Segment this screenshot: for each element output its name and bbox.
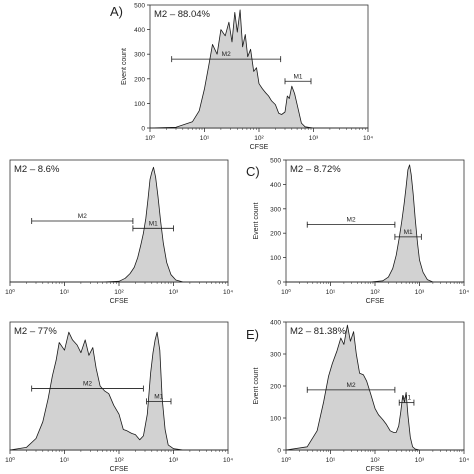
x-axis-label: CFSE bbox=[366, 466, 385, 473]
histogram-area bbox=[285, 164, 465, 283]
gate-label: M2 bbox=[78, 213, 87, 220]
histogram-area bbox=[285, 324, 465, 451]
y-tick-label: 0 bbox=[141, 126, 145, 133]
x-tick-label: 10¹ bbox=[60, 457, 70, 464]
histogram-panel-3: 10⁰ 10¹ 10² 10³ 10⁴ 0 100 200 300 400 500 CFSE Event… bbox=[246, 158, 469, 306]
gate-m2: M2 bbox=[31, 213, 134, 224]
x-tick-label: 10⁰ bbox=[281, 456, 291, 464]
panel-label: A) bbox=[110, 4, 123, 19]
y-tick-label: 400 bbox=[270, 320, 281, 327]
gate-label: M2 bbox=[347, 382, 356, 389]
plot-frame bbox=[285, 159, 465, 283]
gate-label: M2 bbox=[83, 381, 92, 388]
gate-m1: M1 bbox=[284, 73, 312, 85]
x-axis-label: CFSE bbox=[366, 298, 385, 305]
x-axis-label: CFSE bbox=[250, 144, 269, 151]
y-tick-label: 300 bbox=[270, 206, 281, 213]
x-tick-label: 10⁴ bbox=[459, 289, 469, 296]
gate-label: M1 bbox=[154, 393, 163, 400]
x-tick-label: 10¹ bbox=[326, 289, 336, 296]
y-tick-label: 500 bbox=[134, 3, 145, 10]
histogram-area bbox=[9, 331, 229, 451]
x-axis-label: CFSE bbox=[110, 466, 129, 473]
gate-m2: M2 bbox=[31, 381, 144, 392]
gate-label: M1 bbox=[293, 73, 302, 80]
x-tick-label: 10³ bbox=[415, 457, 425, 464]
gate-label: M2 bbox=[222, 51, 231, 58]
gate-label: M1 bbox=[149, 220, 158, 227]
gate-label: M1 bbox=[402, 395, 411, 402]
x-tick-label: 10³ bbox=[169, 457, 179, 464]
gate-m1: M1 bbox=[398, 395, 415, 406]
y-tick-label: 200 bbox=[134, 76, 145, 83]
x-tick-label: 10⁴ bbox=[459, 457, 469, 464]
histogram-area bbox=[149, 9, 369, 129]
x-tick-label: 10² bbox=[370, 457, 380, 464]
y-tick-label: 100 bbox=[270, 255, 281, 262]
gate-m2: M2 bbox=[171, 51, 282, 63]
gate-percentage-label: M2 – 77% bbox=[14, 326, 57, 337]
x-axis-label: CFSE bbox=[110, 298, 129, 305]
x-tick-label: 10¹ bbox=[200, 135, 210, 142]
gate-percentage-label: M2 – 8.6% bbox=[14, 164, 60, 175]
panel-label: C) bbox=[246, 164, 260, 179]
gate-label: M2 bbox=[347, 217, 356, 224]
histogram-panel-1: 10⁰ 10¹ 10² 10³ 10⁴ 0 100 200 300 400 500 CFSE Event… bbox=[110, 3, 373, 152]
gate-label: M1 bbox=[404, 229, 413, 236]
y-axis-label: Event count bbox=[121, 48, 128, 85]
y-tick-label: 400 bbox=[134, 27, 145, 34]
panel-label: E) bbox=[246, 327, 259, 342]
y-tick-label: 300 bbox=[270, 352, 281, 359]
x-tick-label: 10⁰ bbox=[5, 288, 15, 296]
x-tick-label: 10¹ bbox=[60, 289, 70, 296]
x-tick-label: 10² bbox=[370, 289, 380, 296]
gate-m1: M1 bbox=[394, 229, 422, 240]
x-tick-label: 10² bbox=[114, 457, 124, 464]
x-tick-label: 10¹ bbox=[326, 457, 336, 464]
gate-m1: M1 bbox=[146, 393, 172, 405]
x-tick-label: 10⁰ bbox=[5, 456, 15, 464]
gate-m2: M2 bbox=[306, 382, 396, 393]
x-tick-label: 10² bbox=[254, 135, 264, 142]
y-axis-label: Event count bbox=[253, 202, 260, 239]
gate-m1: M1 bbox=[132, 220, 174, 232]
y-tick-label: 0 bbox=[277, 280, 281, 287]
x-tick-label: 10³ bbox=[309, 135, 319, 142]
histogram-panel-2: 10⁰ 10¹ 10² 10³ 10⁴ CFSE M2 – 8.6% M2 M1 bbox=[5, 159, 233, 305]
y-tick-label: 400 bbox=[270, 182, 281, 189]
gate-percentage-label: M2 – 8.72% bbox=[290, 164, 341, 175]
y-tick-label: 500 bbox=[270, 158, 281, 165]
gate-percentage-label: M2 – 81.38% bbox=[290, 326, 347, 337]
y-tick-label: 100 bbox=[134, 101, 145, 108]
y-tick-label: 100 bbox=[270, 416, 281, 423]
y-axis-label: Event count bbox=[253, 367, 260, 404]
y-tick-label: 300 bbox=[134, 52, 145, 59]
x-tick-label: 10⁴ bbox=[363, 135, 373, 142]
histogram-panel-5: 10⁰ 10¹ 10² 10³ 10⁴ 0 100 200 300 400 CFSE Event co… bbox=[246, 320, 469, 474]
x-tick-label: 10⁰ bbox=[145, 134, 155, 142]
x-tick-label: 10³ bbox=[415, 289, 425, 296]
x-tick-label: 10⁴ bbox=[223, 289, 233, 296]
y-tick-label: 0 bbox=[277, 448, 281, 455]
x-tick-label: 10³ bbox=[169, 289, 179, 296]
y-tick-label: 200 bbox=[270, 231, 281, 238]
histogram-panel-4: 10⁰ 10¹ 10² 10³ 10⁴ CFSE M2 – 77% M2 M1 bbox=[5, 321, 233, 473]
gate-m2: M2 bbox=[306, 217, 396, 228]
histogram-area bbox=[9, 166, 229, 283]
y-tick-label: 200 bbox=[270, 384, 281, 391]
x-tick-label: 10⁴ bbox=[223, 457, 233, 464]
gate-percentage-label: M2 – 88.04% bbox=[154, 9, 211, 20]
x-tick-label: 10⁰ bbox=[281, 288, 291, 296]
x-tick-label: 10² bbox=[114, 289, 124, 296]
